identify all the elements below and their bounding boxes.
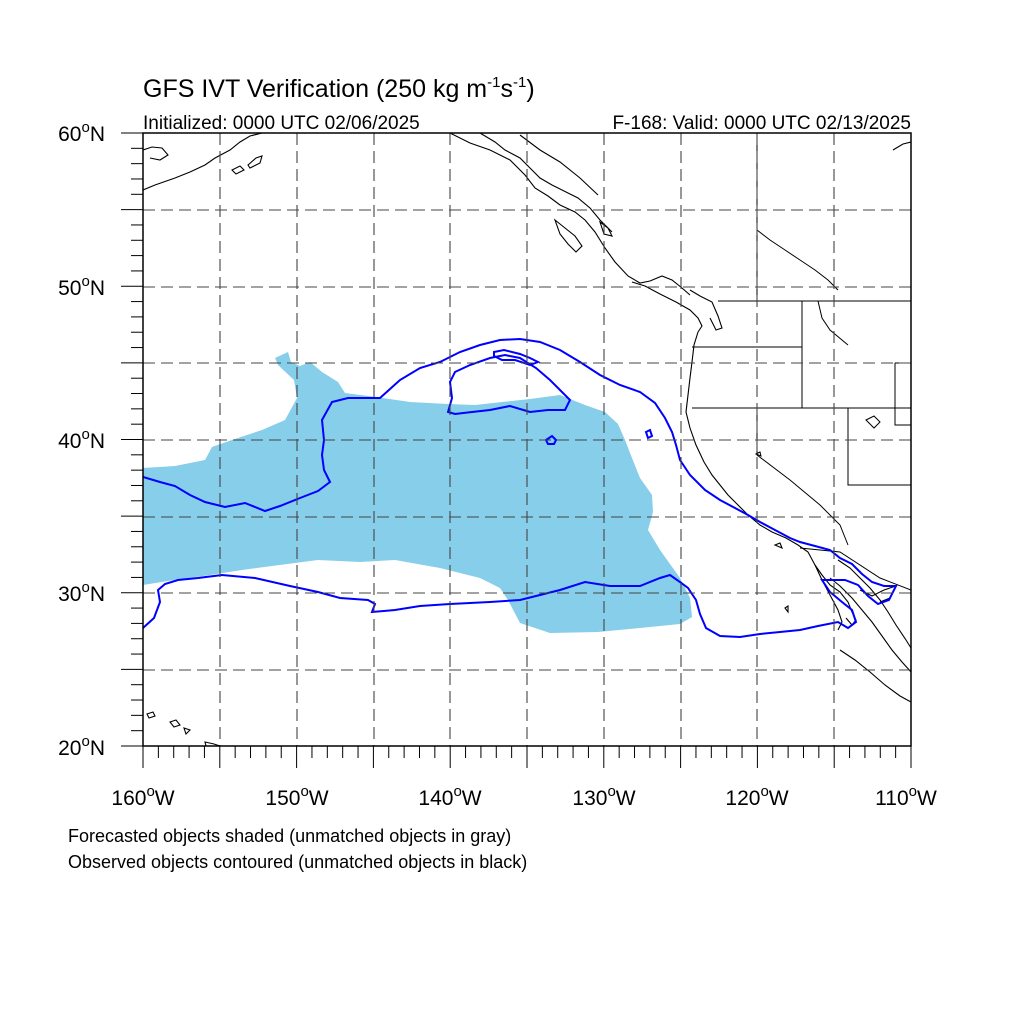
lon-label-110: 110oW [875,783,937,810]
lon-axis-labels: 160oW 150oW 140oW 130oW 120oW 110oW [111,783,937,810]
lat-label-50: 50oN [58,273,105,300]
caption-observed: Observed objects contoured (unmatched ob… [68,852,528,872]
map-plot-area [143,133,911,746]
axis-ticks [121,132,912,768]
map-title: GFS IVT Verification (250 kg m-1s-1) [143,74,535,103]
lat-axis-labels: 60oN 50oN 40oN 30oN 20oN [58,119,105,760]
subtitle-valid: F-168: Valid: 0000 UTC 02/13/2025 [612,113,911,134]
lat-label-30: 30oN [58,579,105,606]
lat-label-60: 60oN [58,119,105,146]
subtitle-initialized: Initialized: 0000 UTC 02/06/2025 [143,113,420,134]
grid-lines [143,133,911,746]
lat-label-20: 20oN [58,733,105,760]
lat-label-40: 40oN [58,426,105,453]
lon-label-150: 150oW [265,783,328,810]
lon-label-160: 160oW [111,783,174,810]
observed-object-inner [446,353,572,416]
lon-label-120: 120oW [725,783,788,810]
observed-ivt-contours [143,337,898,639]
observed-object-north [143,337,898,639]
political-boundaries [692,133,911,591]
lon-label-140: 140oW [418,783,481,810]
forecast-ivt-object [143,352,692,633]
lon-label-130: 130oW [572,783,635,810]
caption-forecast: Forecasted objects shaded (unmatched obj… [68,826,512,846]
